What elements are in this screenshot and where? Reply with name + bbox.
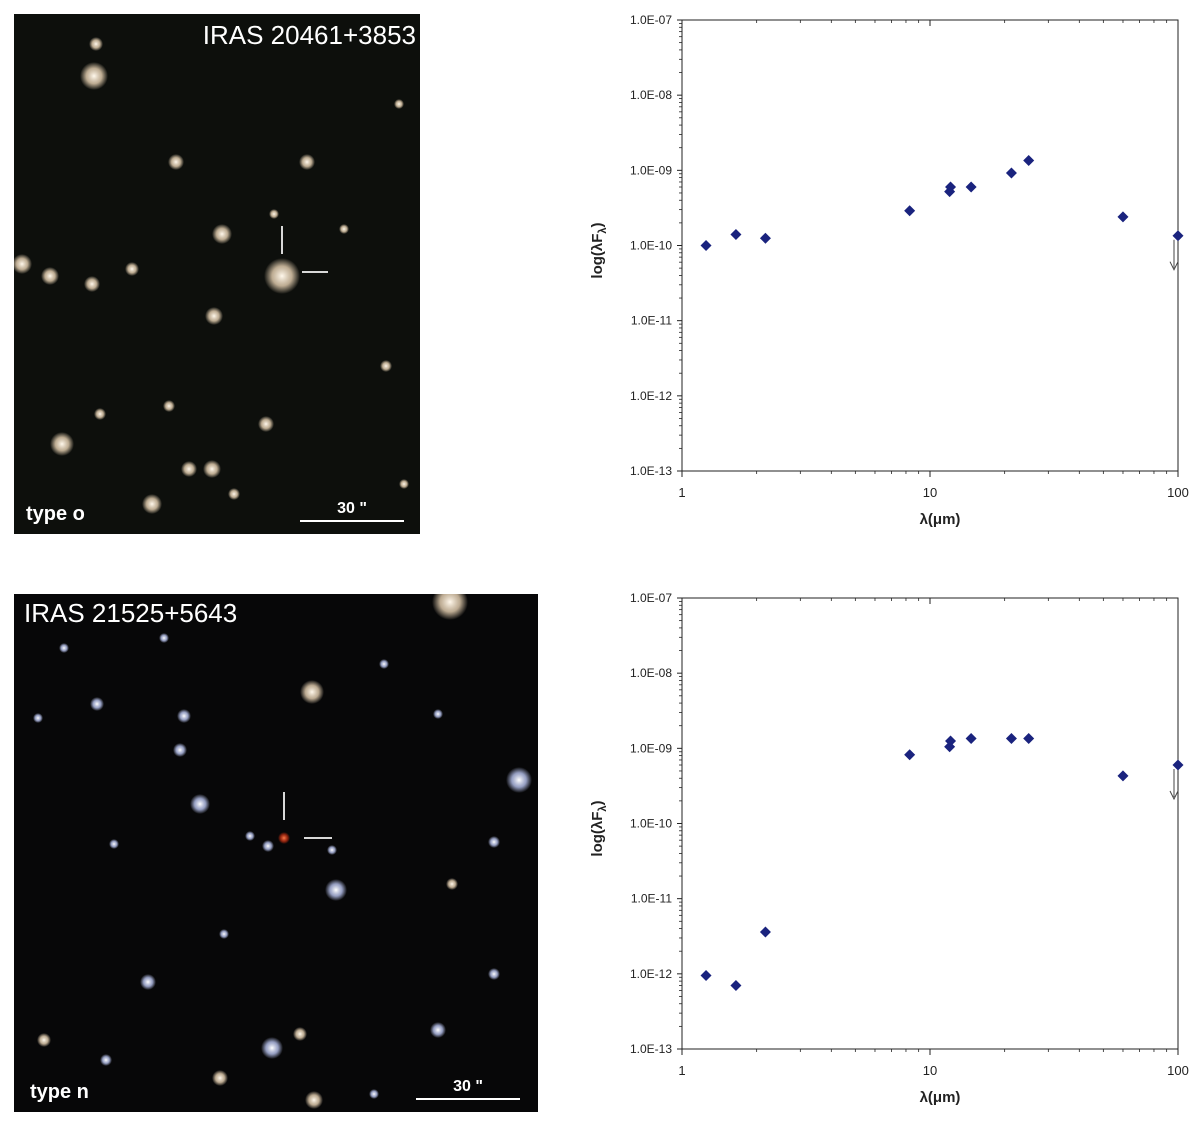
x-tick-label: 10: [923, 485, 937, 500]
data-point: [1117, 770, 1129, 782]
y-tick-label: 1.0E-07: [630, 591, 672, 605]
data-point: [700, 240, 712, 251]
data-point: [904, 749, 916, 761]
y-tick-label: 1.0E-11: [631, 892, 672, 906]
sed-chart-2: 1.0E-13 1.0E-12 1.0E-11 1.0E-10 1.0E-09 1.0E-…: [580, 586, 1200, 1116]
y-tick-label: 1.0E-10: [630, 239, 672, 253]
data-point: [1023, 155, 1035, 167]
y-tick-label: 1.0E-08: [630, 88, 672, 102]
sed-chart-svg-2: 1.0E-13 1.0E-12 1.0E-11 1.0E-10 1.0E-09 1.0E-…: [589, 591, 1189, 1106]
plot-frame: [681, 19, 1179, 472]
x-tick-label: 1: [678, 485, 685, 500]
type-label: type n: [30, 1081, 89, 1103]
sed-chart-svg-1: 1.0E-13 1.0E-12 1.0E-11 1.0E-10 1.0E-09 1.0E-…: [589, 13, 1189, 528]
data-point: [1172, 230, 1184, 242]
data-point: [759, 232, 771, 244]
x-tick-label: 100: [1167, 485, 1189, 500]
stars: [33, 594, 532, 1109]
y-tick-label: 1.0E-09: [630, 163, 672, 177]
scale-bar: [416, 1098, 520, 1100]
data-point: [1117, 211, 1129, 223]
target-crosshair: [283, 792, 332, 839]
data-point: [730, 229, 742, 241]
object-name: IRAS 20461+3853: [202, 20, 416, 50]
x-axis-label: λ(μm): [920, 1089, 961, 1106]
y-tick-label: 1.0E-10: [630, 817, 672, 831]
data-point: [1023, 733, 1035, 745]
sky-image-2: IRAS 21525+5643 type n 30 ": [14, 594, 538, 1112]
x-axis-label: λ(μm): [920, 511, 961, 528]
stars: [14, 37, 409, 514]
data-point: [965, 181, 977, 193]
data-point: [945, 735, 957, 747]
y-tick-label: 1.0E-13: [630, 1042, 672, 1056]
plot-frame: [681, 597, 1179, 1050]
scale-bar-label: 30 ": [337, 500, 367, 517]
target-crosshair: [281, 226, 328, 273]
data-point: [730, 979, 742, 991]
upper-limit-arrow: [1169, 769, 1179, 801]
data-point: [759, 926, 771, 938]
data-point: [700, 970, 712, 982]
y-tick-label: 1.0E-09: [630, 741, 672, 755]
y-tick-label: 1.0E-08: [630, 666, 672, 680]
y-tick-label: 1.0E-12: [630, 967, 672, 981]
x-tick-label: 100: [1167, 1063, 1189, 1078]
scale-bar: [300, 520, 404, 522]
data-point: [945, 181, 957, 193]
data-point: [904, 205, 916, 217]
star-field-1: [14, 37, 409, 514]
y-tick-label: 1.0E-11: [631, 314, 672, 328]
data-point: [1005, 167, 1017, 179]
data-point: [965, 733, 977, 745]
data-point: [1172, 759, 1184, 771]
y-tick-label: 1.0E-13: [630, 464, 672, 478]
y-tick-label: 1.0E-07: [630, 13, 672, 27]
sky-image-1: IRAS 20461+3853 type o 30 ": [14, 14, 420, 534]
y-axis-label: log(λFλ): [589, 222, 609, 278]
x-tick-label: 10: [923, 1063, 937, 1078]
star-field-2: [33, 594, 532, 1109]
data-point: [1005, 733, 1017, 745]
y-tick-label: 1.0E-12: [630, 389, 672, 403]
scale-bar-label: 30 ": [453, 1078, 483, 1095]
sed-chart-1: 1.0E-13 1.0E-12 1.0E-11 1.0E-10 1.0E-09 1.0E-…: [580, 8, 1200, 538]
x-tick-label: 1: [678, 1063, 685, 1078]
y-axis-label: log(λFλ): [589, 800, 609, 856]
type-label: type o: [26, 503, 85, 525]
object-name: IRAS 21525+5643: [24, 598, 238, 628]
upper-limit-arrow: [1169, 239, 1179, 271]
